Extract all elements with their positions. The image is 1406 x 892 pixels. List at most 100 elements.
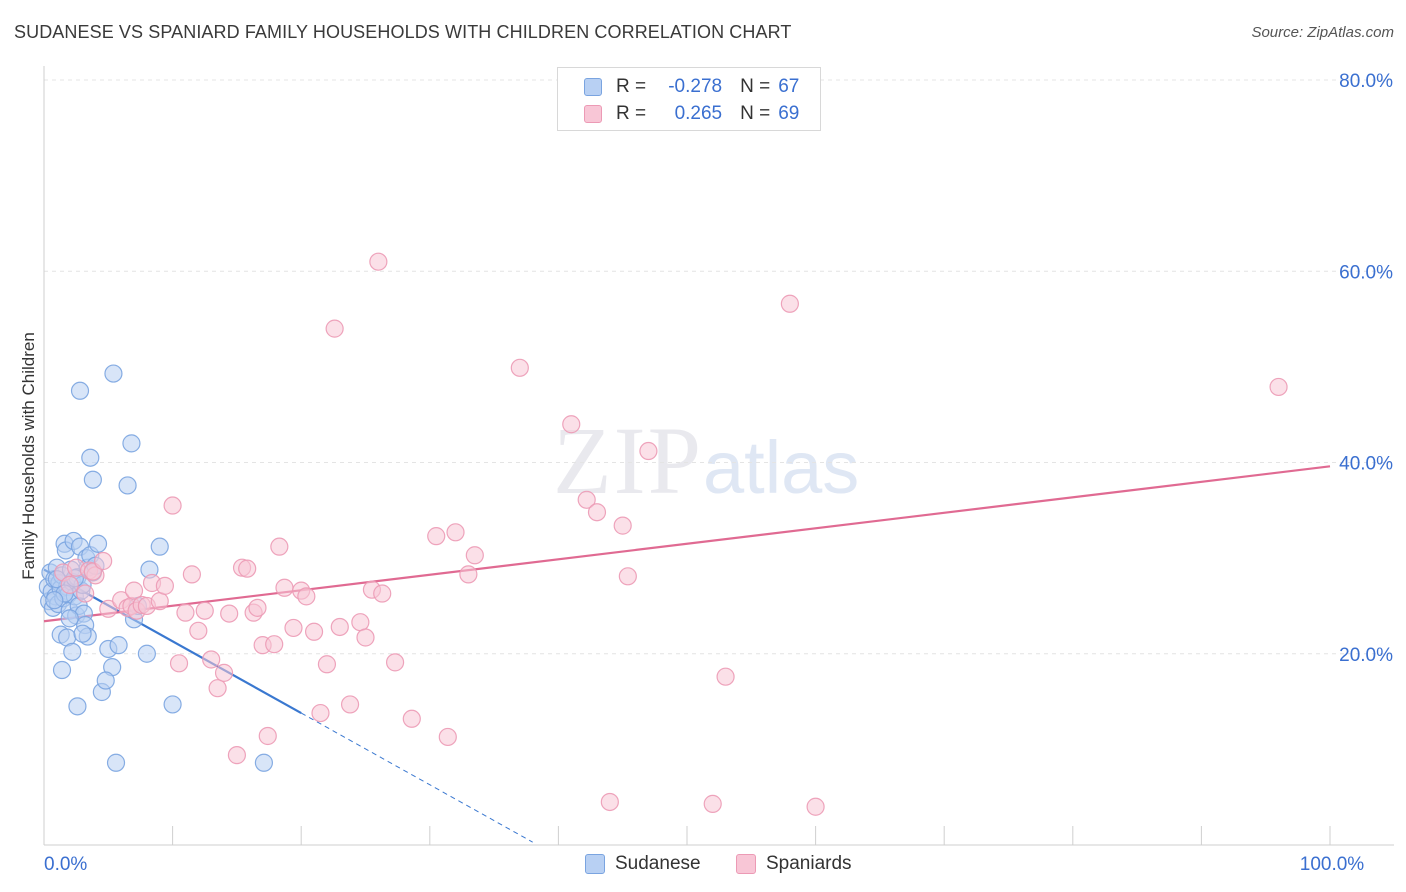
spaniards-point <box>94 551 113 571</box>
spaniards-point <box>248 598 267 617</box>
spaniards-point <box>155 576 174 595</box>
spaniards-point <box>351 613 370 632</box>
sudanese-point <box>254 753 274 772</box>
legend-sudanese: Sudanese <box>585 851 701 877</box>
spaniards-point <box>613 516 632 535</box>
r-label: R = <box>616 103 647 124</box>
spaniards-point <box>459 565 478 584</box>
sudanese-point <box>122 434 141 453</box>
spaniards-point <box>150 592 169 611</box>
sudanese-point <box>81 448 100 467</box>
spaniards-point <box>1269 377 1288 397</box>
sudanese-point <box>106 753 126 772</box>
sudanese-point <box>63 642 82 661</box>
sudanese-point <box>137 644 156 663</box>
spaniards-point <box>99 599 118 618</box>
spaniards-point <box>465 546 484 565</box>
spaniards-point <box>76 584 95 603</box>
spaniards-point <box>258 726 277 746</box>
spaniards-swatch <box>584 105 602 123</box>
spaniards-point <box>214 663 234 682</box>
spaniards-point <box>265 635 284 654</box>
sudanese-point <box>52 660 72 680</box>
data-points <box>38 252 1288 816</box>
spaniards-point <box>169 654 189 673</box>
spaniards-point <box>806 797 825 816</box>
spaniards-point <box>385 653 405 672</box>
sudanese-point <box>83 470 102 489</box>
sudanese-trend-extension <box>300 712 533 843</box>
spaniards-point <box>618 567 637 586</box>
spaniards-point <box>60 575 79 595</box>
spaniards-point <box>195 601 214 620</box>
x-tick-label: 0.0% <box>44 854 87 875</box>
y-tick-label: 80.0% <box>1339 71 1393 92</box>
spaniards-points <box>54 252 1288 816</box>
spaniards-point <box>227 746 246 765</box>
spaniards-point <box>284 618 303 638</box>
spaniards-point <box>587 503 607 522</box>
spaniards-point <box>780 294 799 313</box>
spaniards-point <box>189 621 208 640</box>
spaniards-point <box>208 679 227 698</box>
spaniards-point <box>703 794 722 813</box>
sudanese-point <box>70 381 90 400</box>
axes <box>43 66 1394 846</box>
y-axis-label: Family Households with Children <box>19 332 38 580</box>
sudanese-swatch <box>584 78 602 96</box>
spaniards-point <box>369 252 388 271</box>
n-label: N = <box>740 103 771 124</box>
spaniards-trend-line <box>43 465 1331 623</box>
legend-row-sudanese: R = -0.278 N = 67 <box>584 74 799 100</box>
spaniards-point <box>427 527 446 546</box>
chart-source: Source: ZipAtlas.com <box>1251 24 1394 41</box>
chart-title: SUDANESE VS SPANIARD FAMILY HOUSEHOLDS W… <box>14 22 792 42</box>
sudanese-legend-label: Sudanese <box>615 853 701 874</box>
sudanese-point <box>45 591 64 610</box>
sudanese-points <box>38 364 274 772</box>
spaniards-point <box>402 709 421 728</box>
spaniards-point <box>220 604 239 623</box>
sudanese-point <box>150 537 169 556</box>
spaniards-point <box>562 415 581 434</box>
spaniards-point <box>639 441 658 461</box>
y-tick-label: 40.0% <box>1339 454 1393 475</box>
sudanese-point <box>68 697 87 716</box>
legend-row-spaniards: R = 0.265 N = 69 <box>584 101 799 127</box>
spaniards-point <box>325 319 344 338</box>
spaniards-legend-label: Spaniards <box>766 853 852 874</box>
spaniards-point <box>202 650 221 669</box>
spaniards-point <box>330 617 349 637</box>
spaniards-n-value: 69 <box>778 103 800 124</box>
sudanese-legend-swatch <box>585 854 605 874</box>
sudanese-point <box>60 609 79 628</box>
spaniards-point <box>317 655 337 674</box>
sudanese-point <box>109 636 128 655</box>
spaniards-legend-swatch <box>736 854 756 874</box>
spaniards-point <box>275 578 294 597</box>
sudanese-point <box>73 624 92 643</box>
spaniards-r-value: 0.265 <box>674 103 723 124</box>
spaniards-point <box>297 587 316 606</box>
spaniards-point <box>340 695 360 714</box>
spaniards-point <box>311 703 330 723</box>
spaniards-point <box>600 792 619 812</box>
tick-labels: 80.0% 60.0% 40.0% 20.0% 0.0% 100.0% <box>44 71 1393 875</box>
sudanese-point <box>118 476 137 495</box>
sudanese-point <box>88 534 108 553</box>
spaniards-point <box>356 628 375 647</box>
sudanese-r-value: -0.278 <box>668 76 723 97</box>
spaniards-point <box>510 358 529 377</box>
spaniards-point <box>176 603 195 622</box>
y-tick-label: 60.0% <box>1339 262 1393 283</box>
spaniards-point <box>124 581 144 600</box>
x-tick-label: 100.0% <box>1300 854 1365 875</box>
spaniards-point <box>446 523 465 542</box>
spaniards-point <box>182 565 201 584</box>
sudanese-n-value: 67 <box>778 76 800 97</box>
legend-spaniards: Spaniards <box>736 851 852 877</box>
spaniards-point <box>238 559 257 578</box>
spaniards-point <box>438 727 457 747</box>
sudanese-point <box>163 695 182 714</box>
